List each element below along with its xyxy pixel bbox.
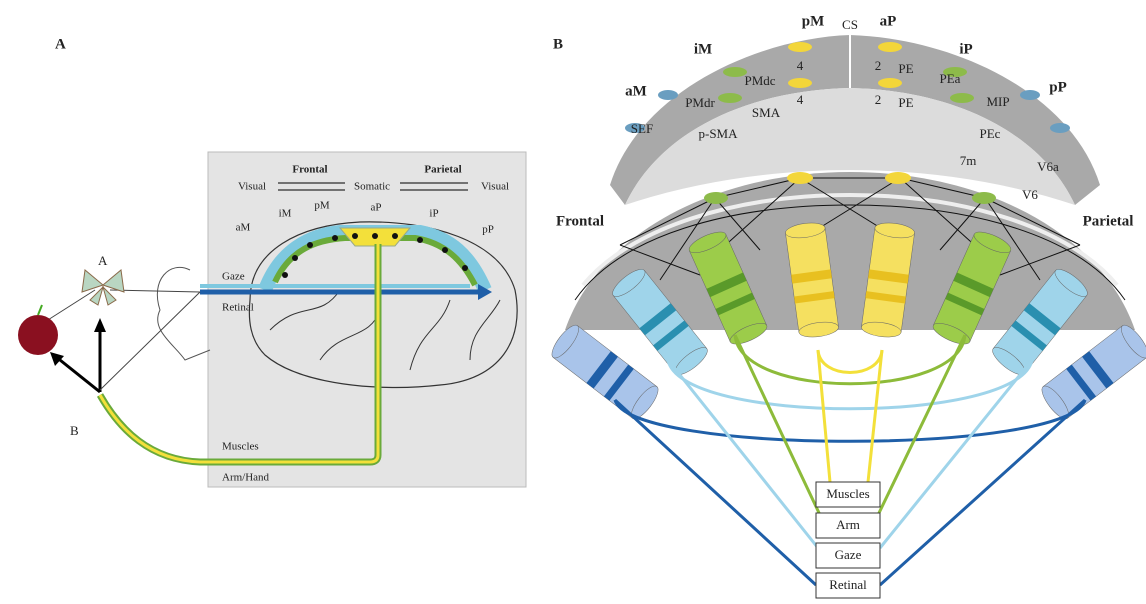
- area-label: SMA: [752, 105, 781, 120]
- area-label: V6: [1022, 187, 1038, 202]
- shape: [417, 237, 423, 243]
- region-label: iM: [694, 41, 712, 57]
- header-visual: Visual: [481, 181, 509, 193]
- shape: [950, 93, 974, 103]
- cylinder: [548, 321, 663, 422]
- shape: [103, 270, 124, 292]
- shape: [442, 247, 448, 253]
- area-label: aM: [236, 222, 251, 234]
- panel-label: A: [55, 36, 66, 52]
- area-label: MIP: [986, 94, 1009, 109]
- header-visual: Visual: [238, 181, 266, 193]
- area-label: 4: [797, 92, 804, 107]
- shape: [788, 42, 812, 52]
- area-label: 7m: [960, 153, 977, 168]
- shape: [658, 90, 678, 100]
- shape: [615, 400, 1085, 441]
- shape: [878, 78, 902, 88]
- area-label: PE: [898, 95, 913, 110]
- sight-line: [100, 292, 200, 390]
- area-label: PMdc: [744, 73, 775, 88]
- shape: [352, 233, 358, 239]
- apple-stem: [38, 305, 42, 315]
- area-label: pP: [482, 224, 494, 236]
- shape: [704, 192, 728, 204]
- panel-label: B: [553, 36, 563, 52]
- area-label: 4: [797, 58, 804, 73]
- shape: [878, 42, 902, 52]
- area-label: PE: [898, 61, 913, 76]
- butterfly: [82, 270, 124, 305]
- shape: [1020, 90, 1040, 100]
- box-label: Retinal: [829, 577, 867, 592]
- area-label: aP: [371, 202, 382, 214]
- region-label: iP: [959, 41, 972, 57]
- shape: [972, 192, 996, 204]
- brain-box: [208, 152, 526, 487]
- shape: [282, 272, 288, 278]
- shape: [462, 265, 468, 271]
- shape: [90, 287, 103, 305]
- target-label: B: [70, 423, 79, 438]
- area-label: iP: [429, 208, 438, 220]
- shape: [82, 270, 103, 292]
- area-label: 2: [875, 92, 882, 107]
- area-label: V6a: [1037, 159, 1059, 174]
- header-parietal: Parietal: [424, 164, 461, 176]
- signal-label: Retinal: [222, 302, 254, 314]
- signal-label: Arm/Hand: [222, 472, 270, 484]
- shape: [1050, 123, 1070, 133]
- box-label: Muscles: [826, 486, 869, 501]
- panel-b: Muscles Arm Gaze Retinal B pM CS aP iM i…: [548, 13, 1146, 598]
- region-label: pM: [802, 13, 825, 29]
- panel-a: A A B Frontal Parietal Visual Somatic Vi…: [18, 36, 526, 487]
- shape: [718, 93, 742, 103]
- shape: [372, 233, 378, 239]
- area-label: iM: [279, 208, 292, 220]
- signal-label: Muscles: [222, 441, 259, 453]
- signal-label: Gaze: [222, 271, 245, 283]
- box-label: Gaze: [835, 547, 862, 562]
- region-label: CS: [842, 17, 858, 32]
- region-label: aP: [880, 13, 897, 29]
- arrow-a: [60, 360, 100, 392]
- shape: [735, 335, 965, 384]
- shape: [292, 255, 298, 261]
- area-label: 2: [875, 58, 882, 73]
- monkey-head: [157, 267, 210, 360]
- shape: [332, 235, 338, 241]
- figure: A A B Frontal Parietal Visual Somatic Vi…: [0, 0, 1146, 604]
- area-label: PEc: [980, 126, 1001, 141]
- arrow-a-head: [50, 352, 64, 366]
- shape: [885, 172, 911, 184]
- shape: [818, 350, 882, 373]
- target-label: A: [98, 253, 108, 268]
- shape: [723, 67, 747, 77]
- shape: [788, 78, 812, 88]
- apple: [18, 315, 58, 355]
- area-label: PEa: [940, 71, 961, 86]
- arrow-b-head: [94, 318, 106, 332]
- region-label: pP: [1049, 79, 1067, 95]
- shape: [307, 242, 313, 248]
- side-label: Parietal: [1083, 213, 1134, 229]
- box-label: Arm: [836, 517, 860, 532]
- shape: [818, 350, 882, 482]
- header-frontal: Frontal: [292, 164, 327, 176]
- region-label: aM: [625, 83, 647, 99]
- area-label: pM: [314, 200, 330, 212]
- area-label: PMdr: [685, 95, 715, 110]
- area-label: SEF: [631, 121, 653, 136]
- shape: [787, 172, 813, 184]
- side-label: Frontal: [556, 213, 604, 229]
- header-somatic: Somatic: [354, 181, 390, 193]
- area-label: p-SMA: [698, 126, 738, 141]
- shape: [392, 233, 398, 239]
